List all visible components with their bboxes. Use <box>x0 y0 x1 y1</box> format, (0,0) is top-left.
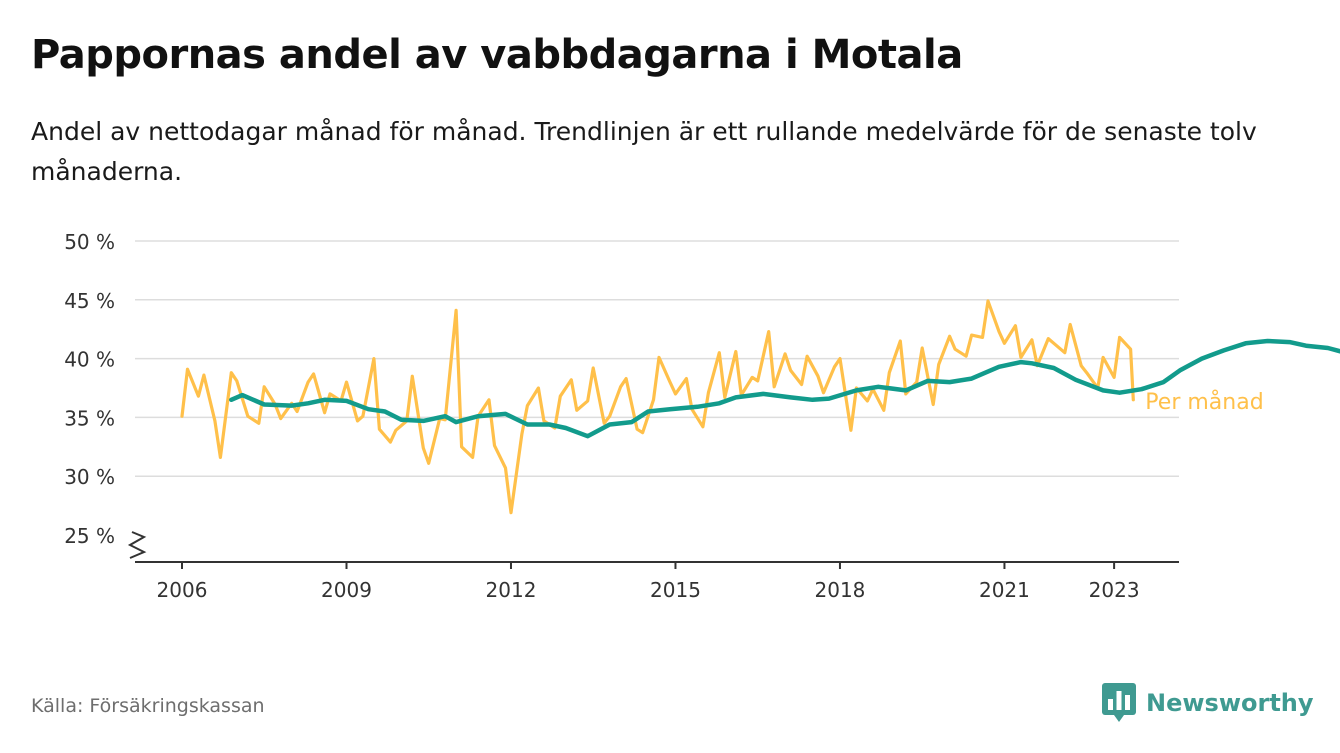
y-tick-label: 40 % <box>64 348 115 372</box>
y-tick-label: 25 % <box>64 524 115 548</box>
y-tick-label: 35 % <box>64 406 115 430</box>
x-tick-label: 2018 <box>815 578 866 602</box>
chart-title: Pappornas andel av vabbdagarna i Motala <box>31 32 963 78</box>
source-credit: Källa: Försäkringskassan <box>31 695 265 717</box>
x-tick-label: 2021 <box>979 578 1030 602</box>
y-axis-tick-labels: 25 % 30 % 35 % 40 % 45 % 50 % <box>64 230 115 548</box>
brand-name: Newsworthy <box>1146 689 1314 717</box>
brand-logo: Newsworthy <box>1102 683 1314 723</box>
grid-lines <box>135 240 1179 477</box>
series-line-trend <box>229 338 1340 439</box>
series-line-monthly <box>180 299 1135 515</box>
series-label-monthly: Per månad <box>1145 389 1263 415</box>
y-tick-label: 30 % <box>64 465 115 489</box>
bar-chart-speech-bubble-icon <box>1102 683 1136 722</box>
x-tick-label: 2023 <box>1089 578 1140 602</box>
x-tick-label: 2009 <box>321 578 372 602</box>
x-tick-label: 2012 <box>486 578 537 602</box>
axis-break-icon <box>127 531 147 559</box>
x-tick-label: 2015 <box>650 578 701 602</box>
y-tick-label: 50 % <box>64 230 115 254</box>
chart-subtitle: Andel av nettodagar månad för månad. Tre… <box>31 117 1257 186</box>
series-labels: TrendPer månad <box>1145 389 1263 415</box>
series-lines <box>180 299 1340 515</box>
y-tick-label: 45 % <box>64 289 115 313</box>
x-axis-ticks: 2006 2009 2012 2015 2018 2021 2023 <box>157 562 1140 602</box>
x-tick-label: 2006 <box>157 578 208 602</box>
